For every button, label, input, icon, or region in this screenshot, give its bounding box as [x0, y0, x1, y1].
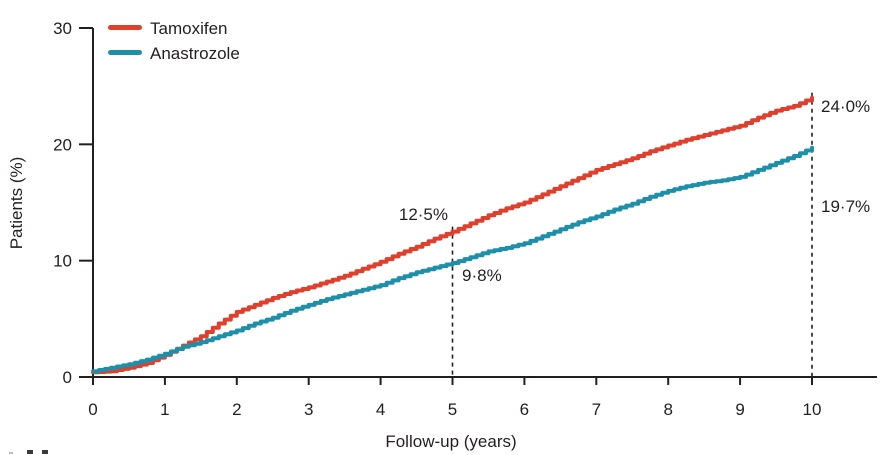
- x-tick-label: 5: [448, 400, 457, 419]
- y-tick-label: 0: [63, 368, 72, 387]
- axes-group: 0 10 20 30 0 1 2 3 4 5 6 7 8 9 10: [53, 19, 877, 419]
- annotation-tamoxifen-5yr: 12·5%: [399, 205, 448, 224]
- y-tick-label: 10: [53, 252, 72, 271]
- legend-swatch-anastrozole: [108, 50, 142, 55]
- anastrozole-curve: [91, 145, 814, 374]
- legend-label-tamoxifen: Tamoxifen: [150, 19, 227, 38]
- x-tick-label: 0: [88, 400, 97, 419]
- legend: Tamoxifen Anastrozole: [108, 19, 240, 63]
- x-tick-label: 3: [304, 400, 313, 419]
- x-tick-label: 4: [376, 400, 385, 419]
- clipped-caption-fragment: [42, 450, 48, 454]
- x-tick-label: 7: [592, 400, 601, 419]
- x-tick-label: 10: [803, 400, 822, 419]
- x-tick-label: 8: [663, 400, 672, 419]
- legend-swatch-tamoxifen: [108, 25, 142, 30]
- y-axis-label: Patients (%): [7, 157, 26, 250]
- x-tick-label: 2: [232, 400, 241, 419]
- y-tick-label: 20: [53, 135, 72, 154]
- legend-label-anastrozole: Anastrozole: [150, 44, 240, 63]
- clipped-caption-fragment: [27, 450, 33, 454]
- x-axis-label: Follow-up (years): [385, 432, 516, 451]
- annotation-anastrozole-10yr: 19·7%: [821, 197, 870, 216]
- tamoxifen-curve: [91, 95, 814, 375]
- annotation-anastrozole-5yr: 9·8%: [462, 266, 502, 285]
- clipped-caption-fragment: [9, 452, 13, 454]
- x-tick-label: 1: [160, 400, 169, 419]
- y-tick-label: 30: [53, 19, 72, 38]
- x-tick-label: 6: [520, 400, 529, 419]
- x-tick-label: 9: [735, 400, 744, 419]
- annotation-tamoxifen-10yr: 24·0%: [821, 97, 870, 116]
